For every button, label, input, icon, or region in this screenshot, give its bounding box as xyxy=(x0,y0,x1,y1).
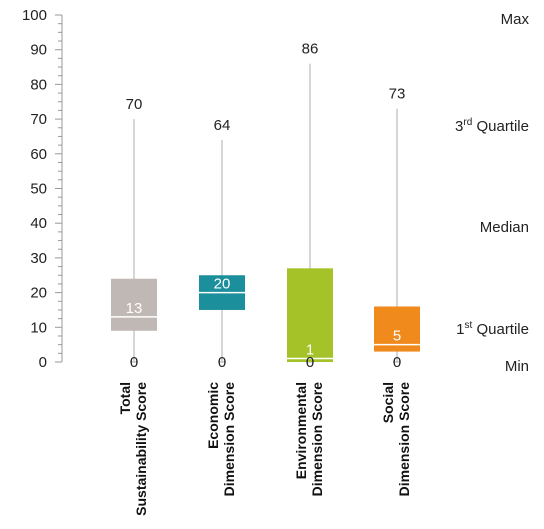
category-label: SocialDimension Score xyxy=(380,382,412,497)
box-2: 64 20 0 xyxy=(199,117,245,371)
category-labels: TotalSustainability Score EconomicDimensi… xyxy=(117,382,412,516)
category-label: TotalSustainability Score xyxy=(117,382,149,516)
y-tick-label: 90 xyxy=(30,42,47,59)
min-value-label: 0 xyxy=(393,354,401,371)
median-value-label: 20 xyxy=(214,276,231,293)
category-label: EconomicDimension Score xyxy=(205,382,237,497)
y-tick-label: 10 xyxy=(30,319,47,336)
median-value-label: 5 xyxy=(393,328,401,345)
iqr-box xyxy=(287,268,333,362)
legend-item: Min xyxy=(505,358,529,375)
box-4: 73 5 0 xyxy=(374,86,420,371)
min-value-label: 0 xyxy=(306,354,314,371)
y-tick-label: 50 xyxy=(30,181,47,198)
max-value-label: 64 xyxy=(214,117,231,134)
box-3: 86 10 xyxy=(287,41,333,371)
median-value-label: 13 xyxy=(126,300,143,317)
min-value-label: 0 xyxy=(218,354,226,371)
max-value-label: 86 xyxy=(302,41,319,58)
legend-item: Median xyxy=(480,219,529,236)
legend: Max 3rd Quartile Median 1st Quartile Min xyxy=(455,11,529,375)
y-tick-label: 40 xyxy=(30,215,47,232)
y-tick-label: 60 xyxy=(30,146,47,163)
min-value-label: 0 xyxy=(130,354,138,371)
legend-item: Max xyxy=(501,11,530,28)
y-tick-label: 100 xyxy=(22,7,47,24)
box-1: 70 13 0 xyxy=(111,96,157,371)
legend-item: 3rd Quartile xyxy=(455,117,529,135)
y-tick-label: 0 xyxy=(39,354,47,371)
legend-item: 1st Quartile xyxy=(456,320,529,338)
y-tick-label: 70 xyxy=(30,111,47,128)
max-value-label: 73 xyxy=(389,86,406,103)
y-axis: 0 10 20 30 40 50 60 70 80 90 100 xyxy=(22,7,63,371)
y-tick-label: 80 xyxy=(30,76,47,93)
y-tick-label: 20 xyxy=(30,285,47,302)
iqr-box xyxy=(111,278,157,331)
median-value-label: 1 xyxy=(306,342,314,359)
y-tick-label: 30 xyxy=(30,250,47,267)
max-value-label: 70 xyxy=(126,96,143,113)
category-label: EnvironmentalDimension Score xyxy=(293,382,325,497)
